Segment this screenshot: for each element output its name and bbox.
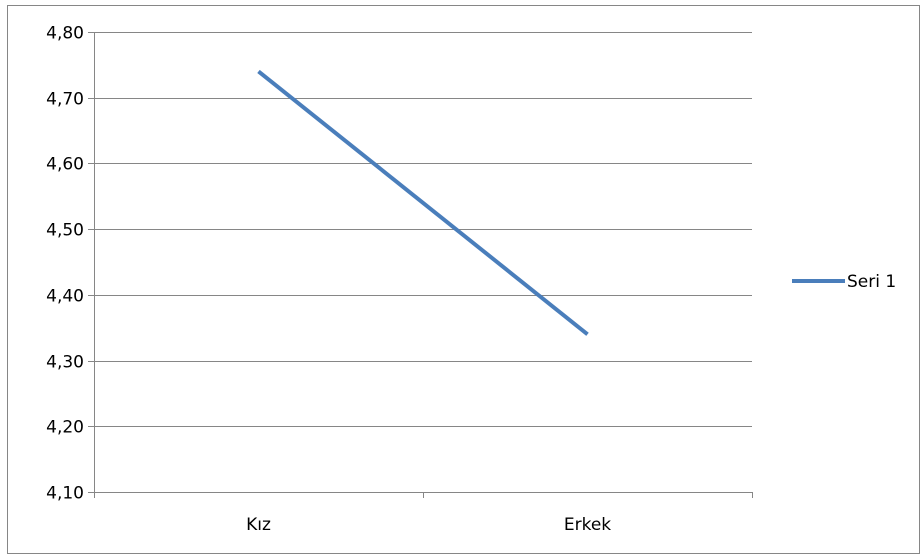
series-line-1 bbox=[257, 69, 589, 336]
y-tick-label: 4,60 bbox=[46, 155, 84, 175]
gridlines bbox=[94, 32, 752, 427]
y-tick-label: 4,20 bbox=[46, 418, 84, 438]
y-tick-label: 4,40 bbox=[46, 287, 84, 307]
axes bbox=[94, 32, 752, 493]
legend: Seri 1 bbox=[792, 272, 896, 292]
y-tick-label: 4,10 bbox=[46, 484, 84, 504]
chart-frame bbox=[7, 5, 920, 554]
series-layer bbox=[257, 69, 589, 336]
y-tick-label: 4,70 bbox=[46, 90, 84, 110]
y-tick-label: 4,50 bbox=[46, 221, 84, 241]
y-tick-label: 4,30 bbox=[46, 353, 84, 373]
y-axis-ticks: 4,10 4,20 4,30 4,40 4,50 4,60 4,70 4,80 bbox=[46, 24, 94, 504]
x-tick-label: Kız bbox=[246, 515, 271, 535]
legend-label-seri-1: Seri 1 bbox=[847, 272, 896, 292]
x-axis-ticks: Kız Erkek bbox=[94, 492, 753, 535]
x-tick-label: Erkek bbox=[564, 515, 611, 535]
y-tick-label: 4,80 bbox=[46, 24, 84, 44]
